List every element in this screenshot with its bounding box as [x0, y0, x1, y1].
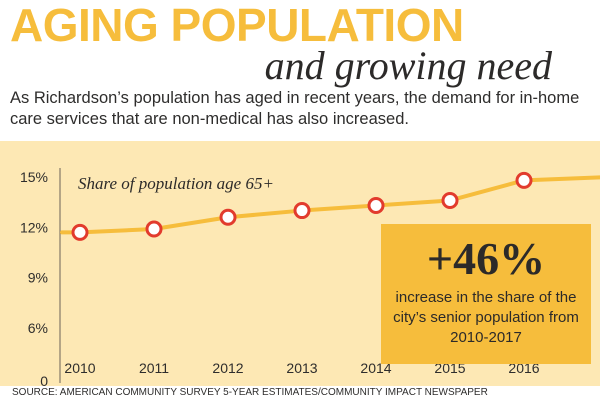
source-note: SOURCE: AMERICAN COMMUNITY SURVEY 5-YEAR…	[12, 387, 488, 398]
x-tick-label: 2013	[286, 360, 317, 376]
y-tick-label: 9%	[28, 270, 48, 286]
data-point	[71, 223, 89, 241]
x-tick-label: 2010	[64, 360, 95, 376]
y-tick-label: 12%	[20, 219, 48, 235]
x-tick-label: 2014	[360, 360, 391, 376]
data-point	[293, 202, 311, 220]
intro-text: As Richardson’s population has aged in r…	[10, 89, 580, 128]
stat-callout: +46% increase in the share of the city’s…	[381, 224, 591, 364]
headline: AGING POPULATION	[10, 0, 464, 51]
x-tick-label: 2016	[508, 360, 539, 376]
x-tick-label: 2012	[212, 360, 243, 376]
data-point	[367, 197, 385, 215]
stat-callout-text: increase in the share of the city’s seni…	[393, 289, 579, 346]
stat-callout-value: +46%	[426, 233, 546, 284]
y-tick-label: 6%	[28, 320, 48, 336]
x-tick-label: 2015	[434, 360, 465, 376]
y-tick-label: 15%	[20, 169, 48, 185]
y-tick-label: 0	[40, 373, 48, 389]
subheadline: and growing need	[264, 43, 552, 88]
data-point	[441, 191, 459, 209]
data-point	[515, 171, 533, 189]
data-point	[145, 220, 163, 238]
x-tick-label: 2011	[139, 360, 169, 376]
data-point	[219, 208, 237, 226]
chart-title: Share of population age 65+	[78, 174, 274, 193]
